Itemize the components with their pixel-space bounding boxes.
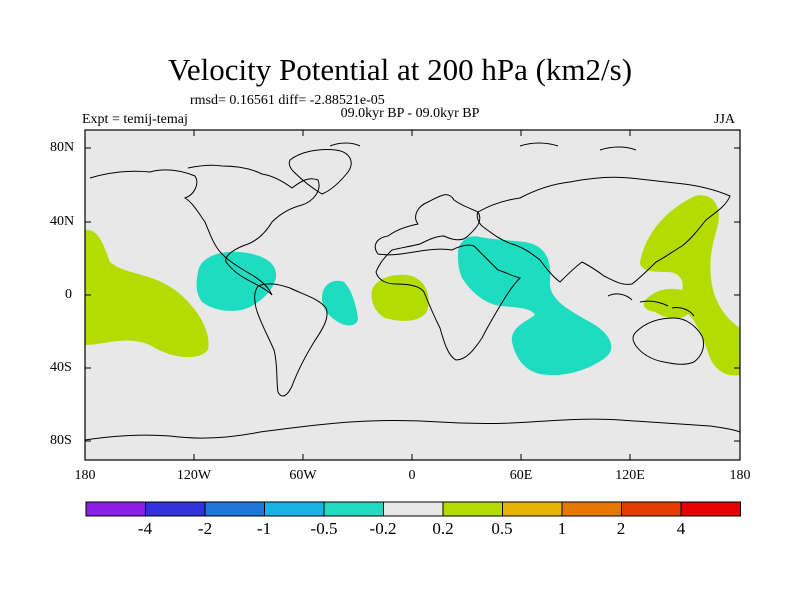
antarctica-coastline <box>84 418 741 441</box>
colorbar-box <box>323 501 384 517</box>
colorbar-box <box>85 501 146 517</box>
lat-label-0: 0 <box>65 287 72 302</box>
colorbar-label: -1 <box>256 519 272 538</box>
colorbar-label: 4 <box>676 519 686 538</box>
colorbar-label: -4 <box>137 519 153 538</box>
lon-label-120w: 120W <box>176 468 212 483</box>
map-title: Velocity Potential at 200 hPa (km2/s) <box>167 52 633 87</box>
colorbar <box>85 501 741 517</box>
negative-regions <box>196 236 612 376</box>
lat-label-40n: 40N <box>50 214 75 229</box>
colorbar-box <box>680 501 741 517</box>
atlantic-positive-region <box>371 274 429 321</box>
lon-label-120e: 120E <box>615 468 645 483</box>
lon-label-60e: 60E <box>509 468 533 483</box>
australia-coastline <box>632 317 705 365</box>
coastlines <box>84 142 741 441</box>
indian-ocean-negative-region <box>458 236 612 376</box>
axis-ticks <box>84 130 741 460</box>
lon-label-180e: 180 <box>729 468 751 483</box>
south-atlantic-negative-region <box>322 280 358 326</box>
colorbar-label: -2 <box>197 519 213 538</box>
colorbar-label: 0.2 <box>432 519 454 538</box>
central-america-negative-region <box>196 251 277 311</box>
lat-label-80n: 80N <box>50 140 75 155</box>
north-america-coastline <box>89 164 320 296</box>
experiment-label: Expt = temij-temaj <box>82 112 188 127</box>
lon-label-60w: 60W <box>289 468 317 483</box>
west-pacific-positive-region <box>640 195 740 376</box>
lon-label-180w: 180 <box>74 468 96 483</box>
colorbar-box <box>264 501 325 517</box>
colorbar-label: -0.2 <box>369 519 397 538</box>
colorbar-label: -0.5 <box>310 519 338 538</box>
colorbar-label: 2 <box>616 519 626 538</box>
colorbar-box <box>383 501 444 517</box>
colorbar-box <box>621 501 682 517</box>
colorbar-box <box>204 501 265 517</box>
greenland-coastline <box>288 149 352 195</box>
colorbar-box <box>502 501 563 517</box>
lat-label-80s: 80S <box>50 433 72 448</box>
period-label: 09.0kyr BP - 09.0kyr BP <box>340 106 480 121</box>
lon-label-0: 0 <box>408 468 416 483</box>
lat-label-40s: 40S <box>50 360 72 375</box>
asia-coastline <box>476 176 731 285</box>
europe-africa-coastline <box>374 194 521 361</box>
east-pacific-positive-region <box>85 229 209 358</box>
southeast-asia-islands <box>607 293 695 317</box>
colorbar-box <box>145 501 206 517</box>
colorbar-box <box>442 501 503 517</box>
colorbar-label: 0.5 <box>491 519 513 538</box>
colorbar-label: 1 <box>557 519 567 538</box>
season-label: JJA <box>714 112 736 127</box>
colorbar-box <box>561 501 622 517</box>
arctic-islands <box>329 142 637 151</box>
rmsd-subtitle: rmsd= 0.16561 diff= -2.88521e-05 <box>190 93 385 108</box>
south-america-coastline <box>254 283 328 397</box>
